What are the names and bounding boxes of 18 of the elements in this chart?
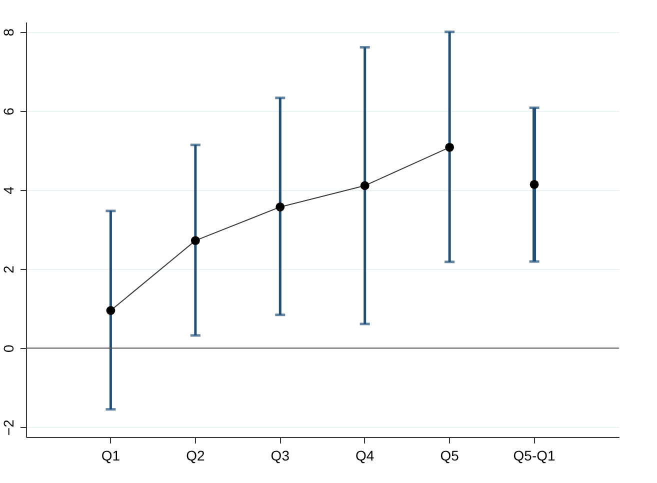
x-tick-label: Q4: [356, 448, 374, 464]
x-tick-label: Q3: [270, 448, 290, 464]
point: [106, 306, 116, 315]
x-tick-label: Q5: [440, 448, 460, 464]
y-tick-label: 0: [0, 344, 16, 352]
x-tick-label: Q5-Q1: [513, 448, 556, 464]
x-tick-label: Q2: [186, 448, 205, 464]
point: [530, 180, 539, 189]
point: [360, 181, 370, 190]
y-tick-label: 2: [0, 265, 16, 274]
y-tick-label: −2: [0, 419, 16, 436]
y-tick-label: 6: [0, 107, 16, 116]
point: [190, 236, 200, 246]
point: [445, 142, 454, 152]
point: [276, 202, 285, 212]
y-tick-label: 4: [0, 186, 16, 194]
x-tick-label: Q1: [101, 448, 120, 464]
y-tick-label: 8: [0, 28, 16, 36]
